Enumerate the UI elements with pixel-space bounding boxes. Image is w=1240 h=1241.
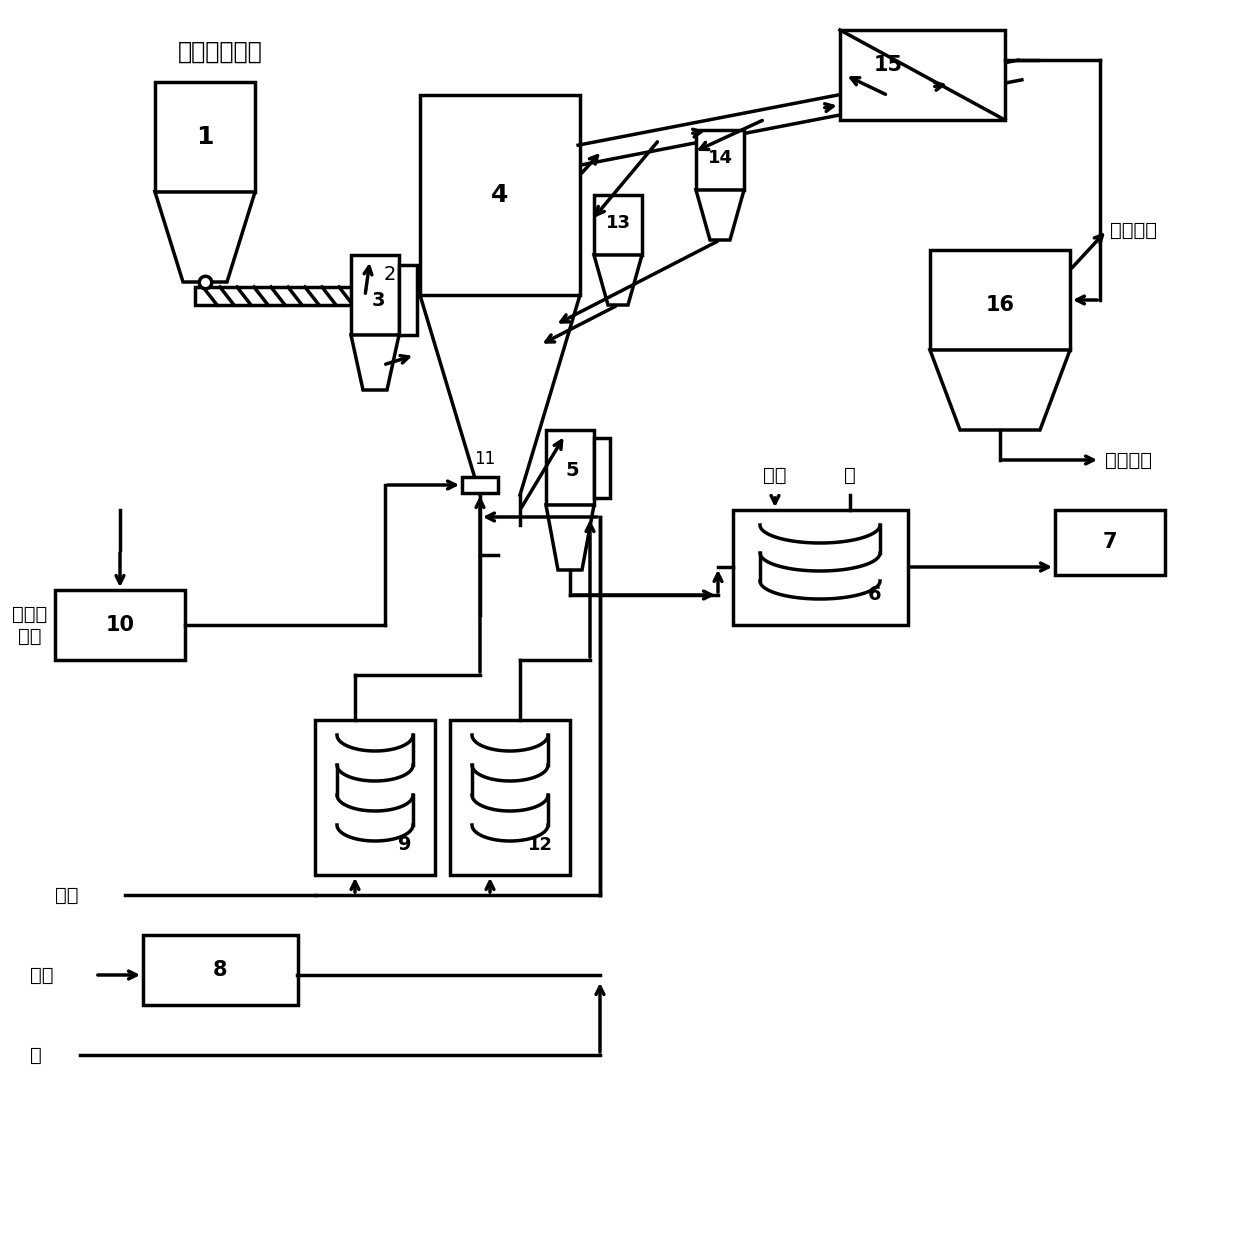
- Bar: [315, 720, 435, 875]
- Text: 载气: 载气: [55, 886, 78, 905]
- Text: 8: 8: [213, 961, 227, 980]
- Text: 蘸汽: 蘸汽: [764, 465, 786, 484]
- Bar: [839, 30, 1004, 120]
- Bar: [594, 195, 642, 254]
- Bar: [420, 96, 580, 295]
- Text: 12: 12: [527, 836, 553, 854]
- Polygon shape: [594, 254, 642, 305]
- Text: 2: 2: [384, 266, 397, 284]
- Text: 16: 16: [986, 295, 1014, 315]
- Polygon shape: [155, 192, 255, 282]
- Bar: [450, 720, 570, 875]
- Text: 4: 4: [491, 182, 508, 207]
- Text: 1: 1: [196, 125, 213, 149]
- Polygon shape: [696, 190, 744, 240]
- Text: 7: 7: [1102, 532, 1117, 552]
- Bar: [195, 287, 370, 305]
- Text: 13: 13: [605, 213, 630, 232]
- Bar: [155, 82, 255, 192]
- Bar: [733, 510, 908, 625]
- Text: 15: 15: [873, 55, 903, 74]
- Polygon shape: [930, 350, 1070, 429]
- Text: 9: 9: [398, 835, 412, 855]
- Bar: [399, 266, 417, 335]
- Text: 11: 11: [475, 450, 496, 468]
- Bar: [696, 130, 744, 190]
- Bar: [930, 249, 1070, 350]
- Text: 废气排放: 废气排放: [1110, 221, 1157, 240]
- Bar: [55, 589, 185, 660]
- Text: 10: 10: [105, 616, 134, 635]
- Bar: [594, 438, 610, 498]
- Text: 盐酸溶液: 盐酸溶液: [1105, 450, 1152, 469]
- Text: 水: 水: [30, 1045, 42, 1065]
- Bar: [463, 477, 498, 493]
- Text: 正极材料粉体: 正极材料粉体: [177, 40, 263, 65]
- Bar: [143, 934, 298, 1005]
- Text: 煎气: 煎气: [30, 965, 53, 984]
- Bar: [546, 429, 594, 505]
- Bar: [1055, 510, 1166, 575]
- Polygon shape: [351, 335, 399, 390]
- Text: 水: 水: [844, 465, 856, 484]
- Text: 5: 5: [565, 460, 579, 479]
- Text: 前驱体
溶液: 前驱体 溶液: [12, 604, 47, 645]
- Text: 6: 6: [868, 586, 882, 604]
- Polygon shape: [546, 505, 594, 570]
- Bar: [351, 254, 399, 335]
- Text: 14: 14: [708, 149, 733, 168]
- Text: 3: 3: [371, 290, 384, 309]
